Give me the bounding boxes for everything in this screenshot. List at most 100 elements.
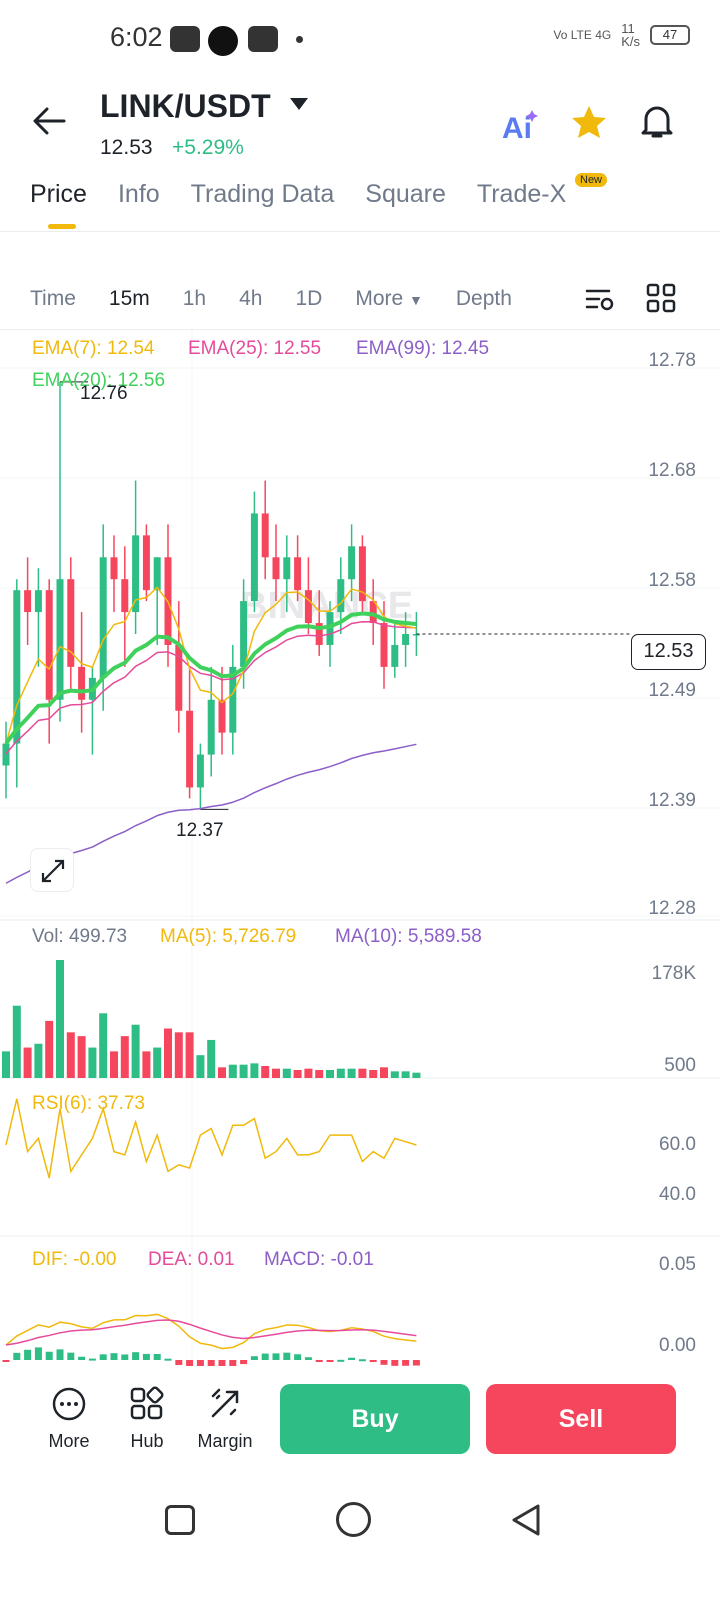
volume-bar — [228, 1064, 237, 1078]
ai-icon[interactable]: Ai — [500, 108, 540, 147]
price-chart[interactable]: BINANCE — [0, 330, 720, 1366]
chart-settings-icon[interactable] — [584, 284, 616, 321]
low-label: 12.37 — [176, 820, 224, 841]
indicator-lines — [2, 1098, 420, 1366]
volume-bar — [77, 1036, 86, 1078]
grid-layout-icon[interactable] — [646, 283, 676, 318]
ema99-line — [5, 743, 417, 884]
volume-bar — [185, 1032, 194, 1078]
tab-square[interactable]: Square — [365, 180, 446, 208]
candle-body — [110, 557, 118, 580]
macd-histogram-bar — [164, 1358, 172, 1361]
chart-grid — [0, 330, 720, 1360]
tab-info[interactable]: Info — [117, 180, 160, 208]
ema25-line — [5, 620, 417, 755]
candle-body — [250, 513, 258, 602]
recents-nav-icon[interactable] — [165, 1505, 195, 1535]
ema25-legend: EMA(25): 12.55 — [188, 338, 322, 359]
volume-bar — [239, 1064, 248, 1078]
volume-bars — [2, 960, 421, 1078]
battery-icon: 47 — [650, 25, 690, 45]
candle-body — [67, 579, 75, 667]
interval-15m[interactable]: 15m — [108, 287, 150, 310]
volume-bar — [131, 1024, 140, 1078]
pair-title[interactable]: LINK/USDT — [100, 88, 271, 124]
candle-body — [315, 623, 323, 645]
macd-histogram-bar — [207, 1360, 215, 1366]
ema20-legend: EMA(20): 12.56 — [32, 370, 166, 391]
back-nav-icon[interactable] — [510, 1502, 542, 1543]
expand-icon — [41, 859, 65, 883]
margin-icon — [211, 1388, 239, 1418]
notification-dot-icon — [208, 26, 238, 56]
y-tick-3: 12.58 — [648, 570, 696, 591]
candle-body — [261, 513, 269, 558]
bell-icon[interactable] — [638, 102, 676, 145]
volume-bar — [23, 1047, 32, 1078]
net-speed: 11 K/s — [621, 21, 640, 49]
volume-bar — [272, 1068, 280, 1078]
tab-trade-x[interactable]: Trade-X — [476, 180, 567, 208]
svg-text:Ai: Ai — [502, 112, 532, 142]
system-navbar — [0, 1480, 720, 1600]
interval-4h[interactable]: 4h — [239, 287, 263, 310]
macd-histogram-bar — [272, 1353, 280, 1360]
more-button[interactable]: More — [34, 1386, 104, 1452]
volume-bar — [196, 1055, 205, 1078]
p-app-icon — [248, 26, 278, 52]
hub-button[interactable]: Hub — [112, 1386, 182, 1452]
more-dots-icon — [52, 1387, 86, 1421]
candle-body — [380, 623, 388, 667]
interval-1d[interactable]: 1D — [295, 287, 323, 310]
candle-body — [24, 590, 32, 613]
volume-bar — [293, 1070, 302, 1078]
interval-1h[interactable]: 1h — [182, 287, 207, 310]
tab-price[interactable]: Price — [30, 180, 87, 208]
volume-bar — [56, 960, 64, 1078]
macd-value-legend: MACD: -0.01 — [264, 1249, 374, 1270]
macd-y-tick-000: 0.00 — [659, 1335, 696, 1356]
interval-depth[interactable]: Depth — [455, 287, 512, 310]
vol-ma10-legend: MA(10): 5,589.58 — [335, 926, 482, 947]
macd-histogram-bar — [153, 1353, 161, 1360]
vol-ma5-legend: MA(5): 5,726.79 — [160, 926, 297, 947]
ema99-legend: EMA(99): 12.45 — [356, 338, 490, 359]
chevron-down-icon: ▼ — [409, 292, 423, 308]
buy-button[interactable]: Buy — [280, 1384, 470, 1454]
candle-body — [34, 590, 42, 613]
volume-bar — [358, 1068, 367, 1078]
macd-histogram-bar — [402, 1360, 410, 1366]
candle-body — [196, 754, 204, 788]
interval-time[interactable]: Time — [30, 287, 76, 310]
volume-bar — [12, 1005, 21, 1078]
y-tick-4: 12.49 — [648, 680, 696, 701]
home-nav-icon[interactable] — [336, 1502, 371, 1537]
candle-body — [2, 743, 10, 766]
y-tick-5: 12.39 — [648, 790, 696, 811]
tabs-divider — [0, 231, 720, 232]
volume-bar — [326, 1070, 334, 1078]
candle-body — [121, 579, 129, 613]
star-icon[interactable] — [570, 104, 608, 145]
volume-bar — [88, 1047, 97, 1078]
candle-body — [391, 644, 399, 667]
macd-histogram-bar — [326, 1360, 334, 1362]
candle-body — [13, 590, 21, 744]
pair-dropdown-icon[interactable] — [290, 98, 308, 110]
volume-bar — [250, 1063, 259, 1078]
fullscreen-button[interactable] — [30, 848, 74, 892]
volume-bar — [174, 1032, 183, 1078]
back-arrow-icon[interactable] — [30, 104, 66, 143]
sell-button[interactable]: Sell — [486, 1384, 676, 1454]
macd-dif-legend: DIF: -0.00 — [32, 1249, 117, 1270]
interval-more[interactable]: More ▼ — [355, 287, 423, 311]
more-notifications-icon — [296, 36, 303, 43]
volume-bar — [218, 1067, 226, 1078]
tab-trading-data[interactable]: Trading Data — [190, 180, 335, 208]
margin-button[interactable]: Margin — [190, 1386, 260, 1452]
main-tabs: Price Info Trading Data Square Trade-X — [30, 180, 597, 209]
macd-histogram-bar — [56, 1349, 64, 1360]
y-tick-6: 12.28 — [648, 898, 696, 919]
more-label: More — [48, 1431, 90, 1451]
rsi-legend: RSI(6): 37.73 — [32, 1093, 145, 1114]
